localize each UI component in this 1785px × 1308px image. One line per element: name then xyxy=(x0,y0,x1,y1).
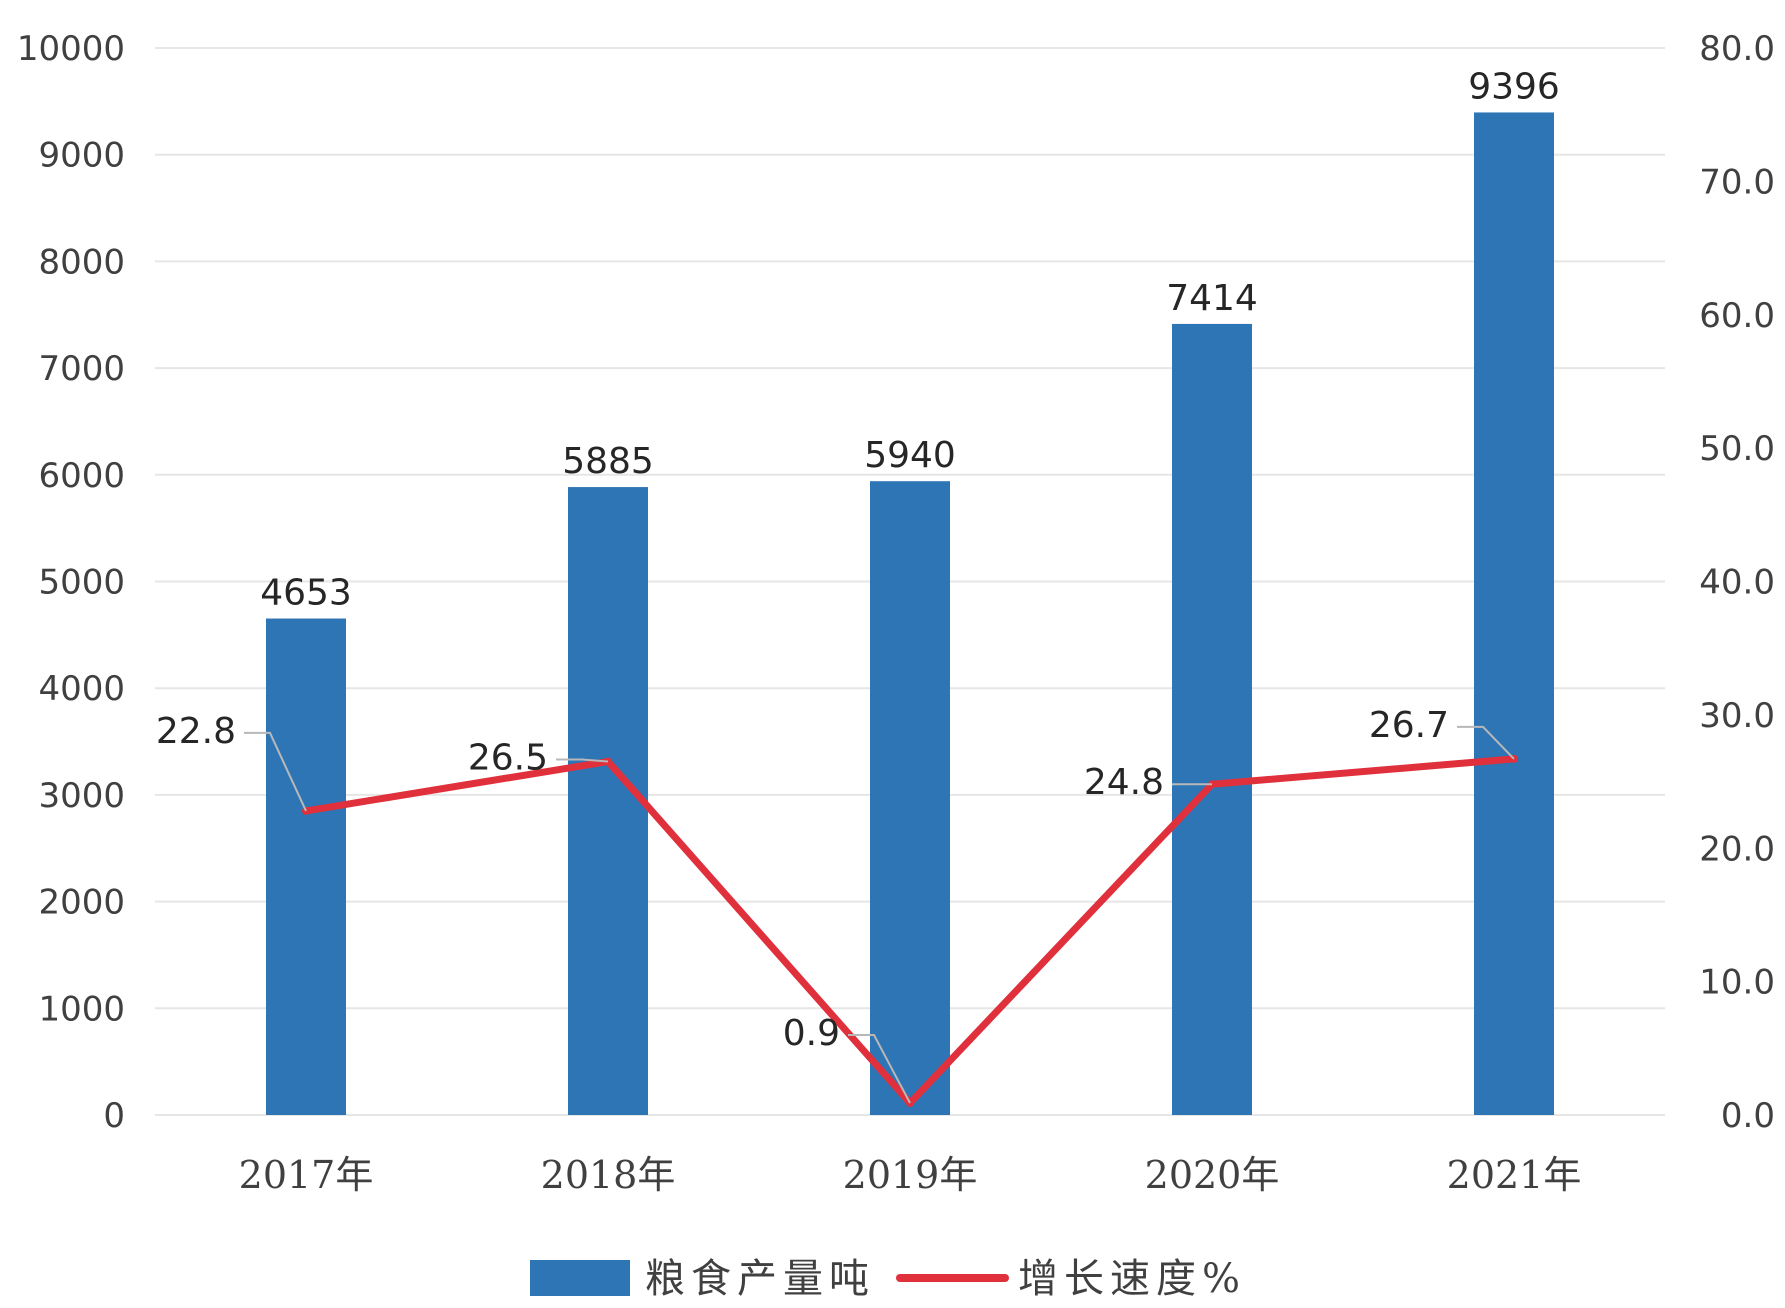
y-left-tick-label: 10000 xyxy=(17,29,125,69)
bar-data-label: 5885 xyxy=(562,441,654,482)
y-right-tick-label: 10.0 xyxy=(1699,963,1775,1003)
line-data-label: 24.8 xyxy=(1084,762,1164,803)
bar xyxy=(1172,323,1252,1115)
line-data-label: 26.7 xyxy=(1369,705,1449,746)
y-right-tick-label: 60.0 xyxy=(1699,296,1775,336)
line-data-label: 0.9 xyxy=(783,1013,840,1054)
x-tick-label: 2018年 xyxy=(541,1153,676,1197)
bar xyxy=(1474,112,1554,1116)
x-tick-label: 2017年 xyxy=(239,1153,374,1197)
legend-label-line: 增长速度% xyxy=(1018,1256,1246,1302)
label-leader-line xyxy=(1457,725,1515,760)
label-leader-line xyxy=(244,731,307,812)
label-leader-line xyxy=(848,1033,911,1104)
y-right-tick-label: 70.0 xyxy=(1699,162,1775,202)
bar xyxy=(266,618,346,1115)
y-left-tick-label: 2000 xyxy=(38,883,125,923)
x-tick-label: 2020年 xyxy=(1145,1153,1280,1197)
bar-data-label: 4653 xyxy=(260,573,352,614)
y-left-tick-label: 5000 xyxy=(38,563,125,603)
x-tick-label: 2019年 xyxy=(843,1153,978,1197)
y-right-tick-label: 30.0 xyxy=(1699,696,1775,736)
y-left-tick-label: 3000 xyxy=(38,776,125,816)
y-left-tick-label: 4000 xyxy=(38,669,125,709)
y-left-tick-label: 8000 xyxy=(38,242,125,282)
y-right-tick-label: 40.0 xyxy=(1699,563,1775,603)
line-data-label: 26.5 xyxy=(468,738,548,779)
bar-data-label: 5940 xyxy=(864,435,956,476)
bar-data-label: 7414 xyxy=(1166,278,1258,319)
y-right-tick-label: 50.0 xyxy=(1699,429,1775,469)
y-left-tick-label: 0 xyxy=(103,1096,125,1136)
y-left-tick-label: 6000 xyxy=(38,456,125,496)
y-left-tick-label: 9000 xyxy=(38,136,125,176)
bar xyxy=(568,487,648,1115)
legend-label-bars: 粮食产量吨 xyxy=(645,1256,875,1302)
y-right-tick-label: 20.0 xyxy=(1699,829,1775,869)
legend-bar-swatch xyxy=(530,1260,630,1296)
y-left-tick-label: 7000 xyxy=(38,349,125,389)
label-leader-line xyxy=(556,758,609,763)
y-left-tick-label: 1000 xyxy=(38,989,125,1029)
y-right-tick-label: 0.0 xyxy=(1721,1096,1775,1136)
line-data-label: 22.8 xyxy=(156,711,236,752)
bar-data-label: 9396 xyxy=(1468,66,1560,107)
bar xyxy=(870,481,950,1115)
x-tick-label: 2021年 xyxy=(1447,1153,1582,1197)
y-right-tick-label: 80.0 xyxy=(1699,29,1775,69)
